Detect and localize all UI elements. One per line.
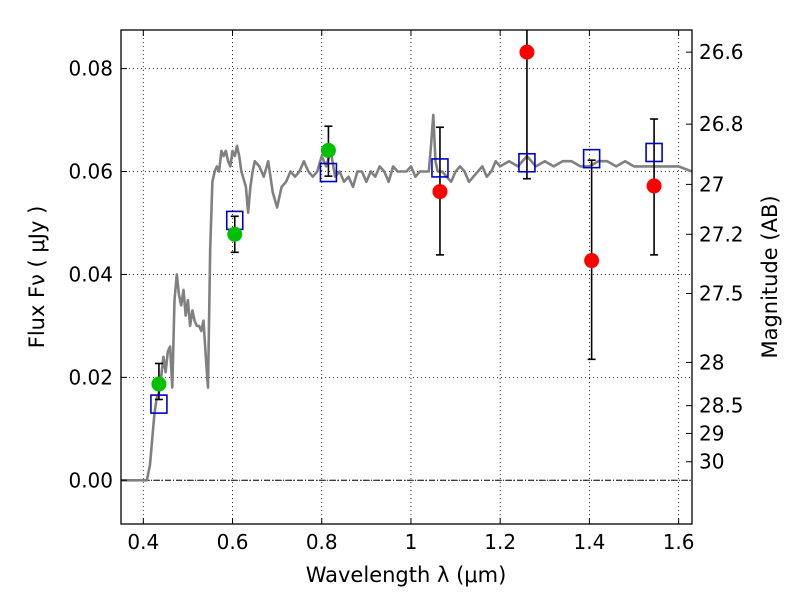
model-photometry-square (582, 148, 601, 169)
right-tick-label: 26.6 (699, 40, 744, 64)
right-axis-label: Magnitude (AB) (758, 195, 782, 358)
right-tick-label: 29 (699, 421, 724, 445)
plot-frame (120, 29, 693, 525)
x-tick-label: 0.8 (306, 530, 338, 554)
nondetection-point (584, 253, 600, 269)
model-spectrum-layer (121, 113, 692, 482)
x-tick-label: 1.2 (484, 530, 516, 554)
right-tick-label: 28.5 (699, 394, 744, 418)
error-bar-layer (154, 30, 659, 401)
y-tick-label: 0.04 (68, 262, 113, 286)
x-tick-label: 1 (405, 530, 418, 554)
marker-layer (150, 44, 663, 414)
right-tick-label: 28 (699, 350, 724, 374)
model-photometry-square (319, 162, 338, 183)
x-tick-label: 1.4 (573, 530, 605, 554)
right-tick-label: 27.2 (699, 222, 744, 246)
model-photometry-square (431, 158, 449, 178)
model-photometry-square (518, 152, 536, 173)
model-photometry-square (645, 142, 663, 163)
y-axis-label: Flux Fν ( μJy ) (25, 206, 49, 349)
detection-point (320, 142, 336, 158)
model-spectrum-line (121, 113, 692, 482)
right-tick-label: 27 (699, 172, 724, 196)
y-tick-label: 0.08 (68, 57, 113, 81)
model-photometry-square (150, 394, 168, 414)
tick-layer: 0.4 0.6 0.8 1 1.2 1.4 1.6 0.00 0.02 0.04 0.06 0.08 2… (68, 30, 744, 554)
right-tick-label: 27.5 (699, 281, 744, 305)
detection-point (151, 376, 167, 392)
x-tick-label: 0.6 (217, 530, 249, 554)
nondetection-point (519, 44, 535, 60)
x-axis-label: Wavelength λ (μm) (306, 563, 507, 587)
detection-point (227, 226, 243, 242)
y-tick-label: 0.06 (68, 160, 113, 184)
grid-lines (121, 30, 692, 524)
nondetection-point (646, 178, 662, 194)
y-tick-label: 0.00 (68, 468, 113, 492)
nondetection-point (432, 184, 448, 200)
right-tick-label: 30 (699, 450, 724, 474)
y-tick-label: 0.02 (68, 365, 113, 389)
right-tick-label: 26.8 (699, 112, 744, 136)
x-tick-label: 0.4 (127, 530, 159, 554)
x-tick-label: 1.6 (663, 530, 695, 554)
